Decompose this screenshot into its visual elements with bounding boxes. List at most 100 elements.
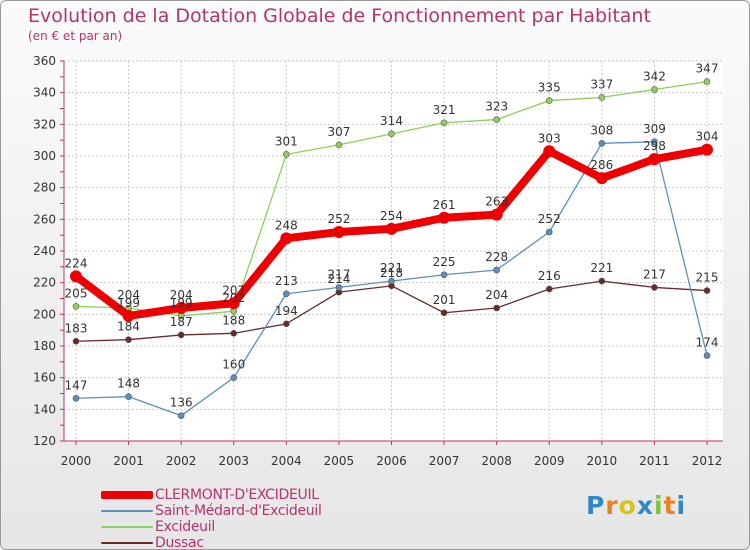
data-label: 204	[117, 288, 140, 302]
data-point	[440, 119, 448, 127]
data-point	[230, 330, 238, 337]
data-label: 347	[696, 62, 719, 76]
y-tick-label: 200	[33, 307, 56, 321]
data-label: 298	[643, 139, 666, 153]
data-label: 213	[275, 274, 298, 288]
data-point	[388, 130, 395, 138]
data-point	[125, 336, 132, 343]
data-label: 201	[433, 293, 456, 307]
x-tick-label: 2011	[639, 454, 670, 468]
data-point	[335, 141, 343, 149]
data-point	[72, 303, 80, 310]
data-label: 314	[380, 114, 403, 128]
data-label: 308	[590, 123, 613, 137]
legend-label: CLERMONT-D'EXCIDEUIL	[155, 487, 319, 503]
data-label: 216	[538, 269, 561, 283]
y-tick-label: 280	[33, 181, 56, 195]
logo-letter: P	[586, 491, 606, 520]
data-label: 307	[327, 125, 350, 139]
data-label: 254	[380, 209, 403, 223]
data-label: 337	[590, 77, 613, 91]
x-tick-label: 2010	[587, 454, 618, 468]
data-label: 286	[590, 158, 613, 172]
x-tick-label: 2005	[324, 454, 355, 468]
x-tick-label: 2012	[692, 454, 723, 468]
data-label: 303	[538, 131, 561, 145]
legend-label: Dussac	[155, 535, 204, 550]
data-label: 252	[538, 212, 561, 226]
data-point	[280, 232, 293, 245]
legend-label: Excideuil	[155, 519, 215, 535]
x-tick-label: 2002	[166, 454, 197, 468]
data-point	[230, 374, 238, 381]
data-point	[703, 78, 711, 85]
data-point	[227, 297, 240, 310]
data-label: 252	[327, 212, 350, 226]
data-point	[703, 287, 711, 294]
data-label: 202	[222, 291, 245, 305]
y-tick-label: 260	[33, 212, 56, 226]
x-tick-label: 2007	[429, 454, 460, 468]
x-tick-label: 2006	[376, 454, 407, 468]
data-label: 224	[65, 256, 88, 270]
data-point	[388, 277, 395, 285]
data-point	[493, 116, 500, 123]
logo-letter: t	[663, 491, 677, 520]
data-label: 136	[170, 396, 193, 410]
chart-title: Evolution de la Dotation Globale de Fonc…	[28, 5, 651, 27]
data-point	[283, 151, 290, 158]
data-point	[335, 284, 343, 291]
data-label: 342	[643, 70, 666, 84]
y-tick-label: 300	[33, 149, 56, 163]
data-point	[493, 304, 500, 312]
logo-letter: i	[676, 491, 687, 520]
data-label: 218	[380, 266, 403, 280]
data-point	[122, 309, 135, 322]
data-point	[703, 352, 711, 359]
data-label: 187	[170, 315, 193, 329]
y-tick-label: 120	[33, 434, 56, 448]
x-tick-label: 2001	[113, 454, 144, 468]
data-label: 323	[485, 100, 508, 114]
x-tick-label: 2004	[271, 454, 302, 468]
data-point	[598, 94, 606, 101]
data-point	[385, 222, 398, 235]
data-label: 217	[327, 267, 350, 281]
data-point	[177, 412, 185, 419]
data-label: 188	[222, 313, 245, 327]
x-tick-label: 2008	[481, 454, 512, 468]
data-point	[125, 393, 132, 400]
data-label: 204	[170, 288, 193, 302]
x-tick-label: 2009	[534, 454, 565, 468]
data-point	[175, 302, 188, 314]
data-label: 204	[485, 288, 508, 302]
data-label: 184	[117, 320, 140, 334]
logo-letter: x	[636, 491, 654, 520]
data-label: 221	[380, 261, 403, 275]
chart-subtitle: (en € et par an)	[28, 29, 123, 43]
data-label: 221	[590, 261, 613, 275]
data-label: 309	[643, 122, 666, 136]
data-point	[701, 143, 713, 156]
logo-letter: o	[618, 491, 637, 520]
y-tick-label: 220	[33, 276, 56, 290]
data-label: 335	[538, 81, 561, 95]
legend-swatch	[101, 491, 153, 499]
data-label: 248	[275, 218, 298, 232]
data-label: 199	[170, 296, 193, 310]
data-label: 217	[643, 267, 666, 281]
data-label: 205	[65, 286, 88, 300]
data-label: 183	[65, 321, 88, 335]
y-tick-label: 340	[33, 86, 56, 100]
logo-letter: r	[605, 491, 619, 520]
data-point	[598, 277, 606, 285]
data-point	[648, 153, 661, 166]
proxiti-logo: Proxiti	[586, 491, 686, 520]
legend-swatch	[101, 542, 153, 544]
data-point	[332, 226, 345, 238]
legend-label: Saint-Médard-d'Excideuil	[155, 503, 322, 519]
data-label: 160	[222, 358, 245, 372]
data-label: 214	[327, 272, 350, 286]
